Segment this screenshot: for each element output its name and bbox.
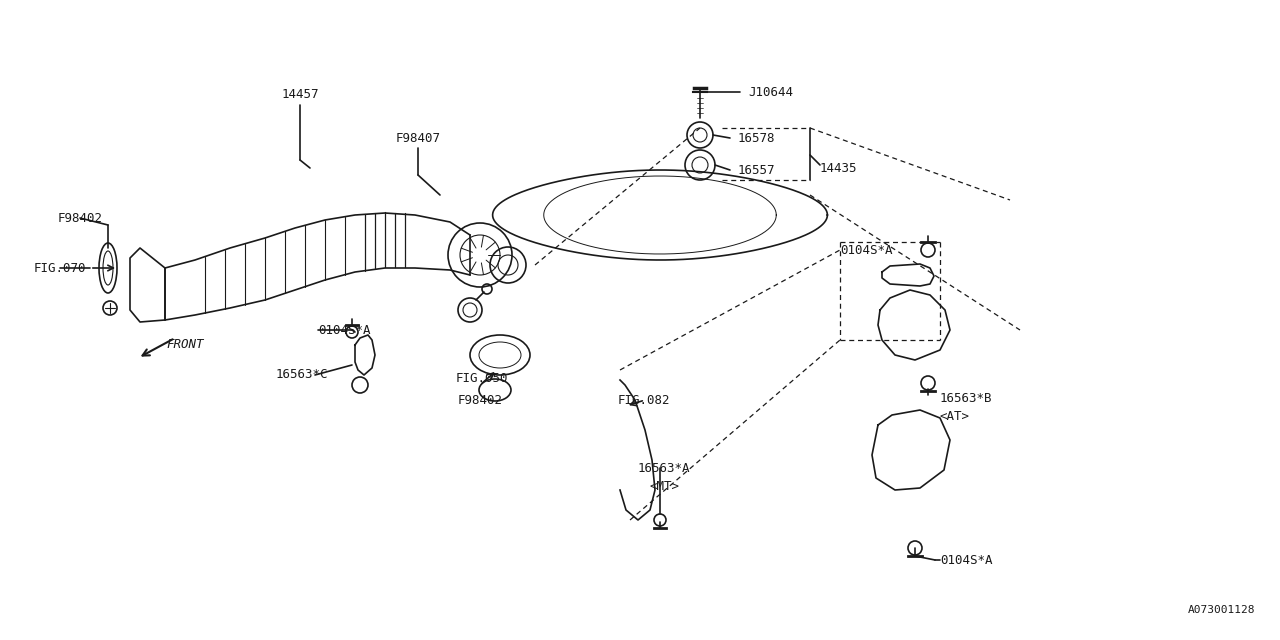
Text: 0104S*A: 0104S*A: [940, 554, 992, 566]
Text: A073001128: A073001128: [1188, 605, 1254, 615]
Text: 16578: 16578: [739, 131, 776, 145]
Text: 16563*A: 16563*A: [637, 461, 690, 474]
Text: 0104S*A: 0104S*A: [317, 323, 370, 337]
Text: FIG.082: FIG.082: [618, 394, 671, 406]
Text: FIG.050: FIG.050: [456, 371, 508, 385]
Text: FIG.070: FIG.070: [33, 262, 86, 275]
Text: F98402: F98402: [458, 394, 503, 406]
Text: 14457: 14457: [282, 88, 319, 102]
Text: F98402: F98402: [58, 211, 102, 225]
Text: 0104S*A: 0104S*A: [840, 243, 892, 257]
Text: 14435: 14435: [820, 161, 858, 175]
Text: 16563*C: 16563*C: [276, 369, 329, 381]
Text: 16563*B: 16563*B: [940, 392, 992, 404]
Text: J10644: J10644: [748, 86, 794, 99]
Text: F98407: F98407: [396, 131, 440, 145]
Text: <MT>: <MT>: [649, 479, 678, 493]
Text: <AT>: <AT>: [940, 410, 970, 422]
Text: 16557: 16557: [739, 163, 776, 177]
Text: FRONT: FRONT: [166, 339, 204, 351]
